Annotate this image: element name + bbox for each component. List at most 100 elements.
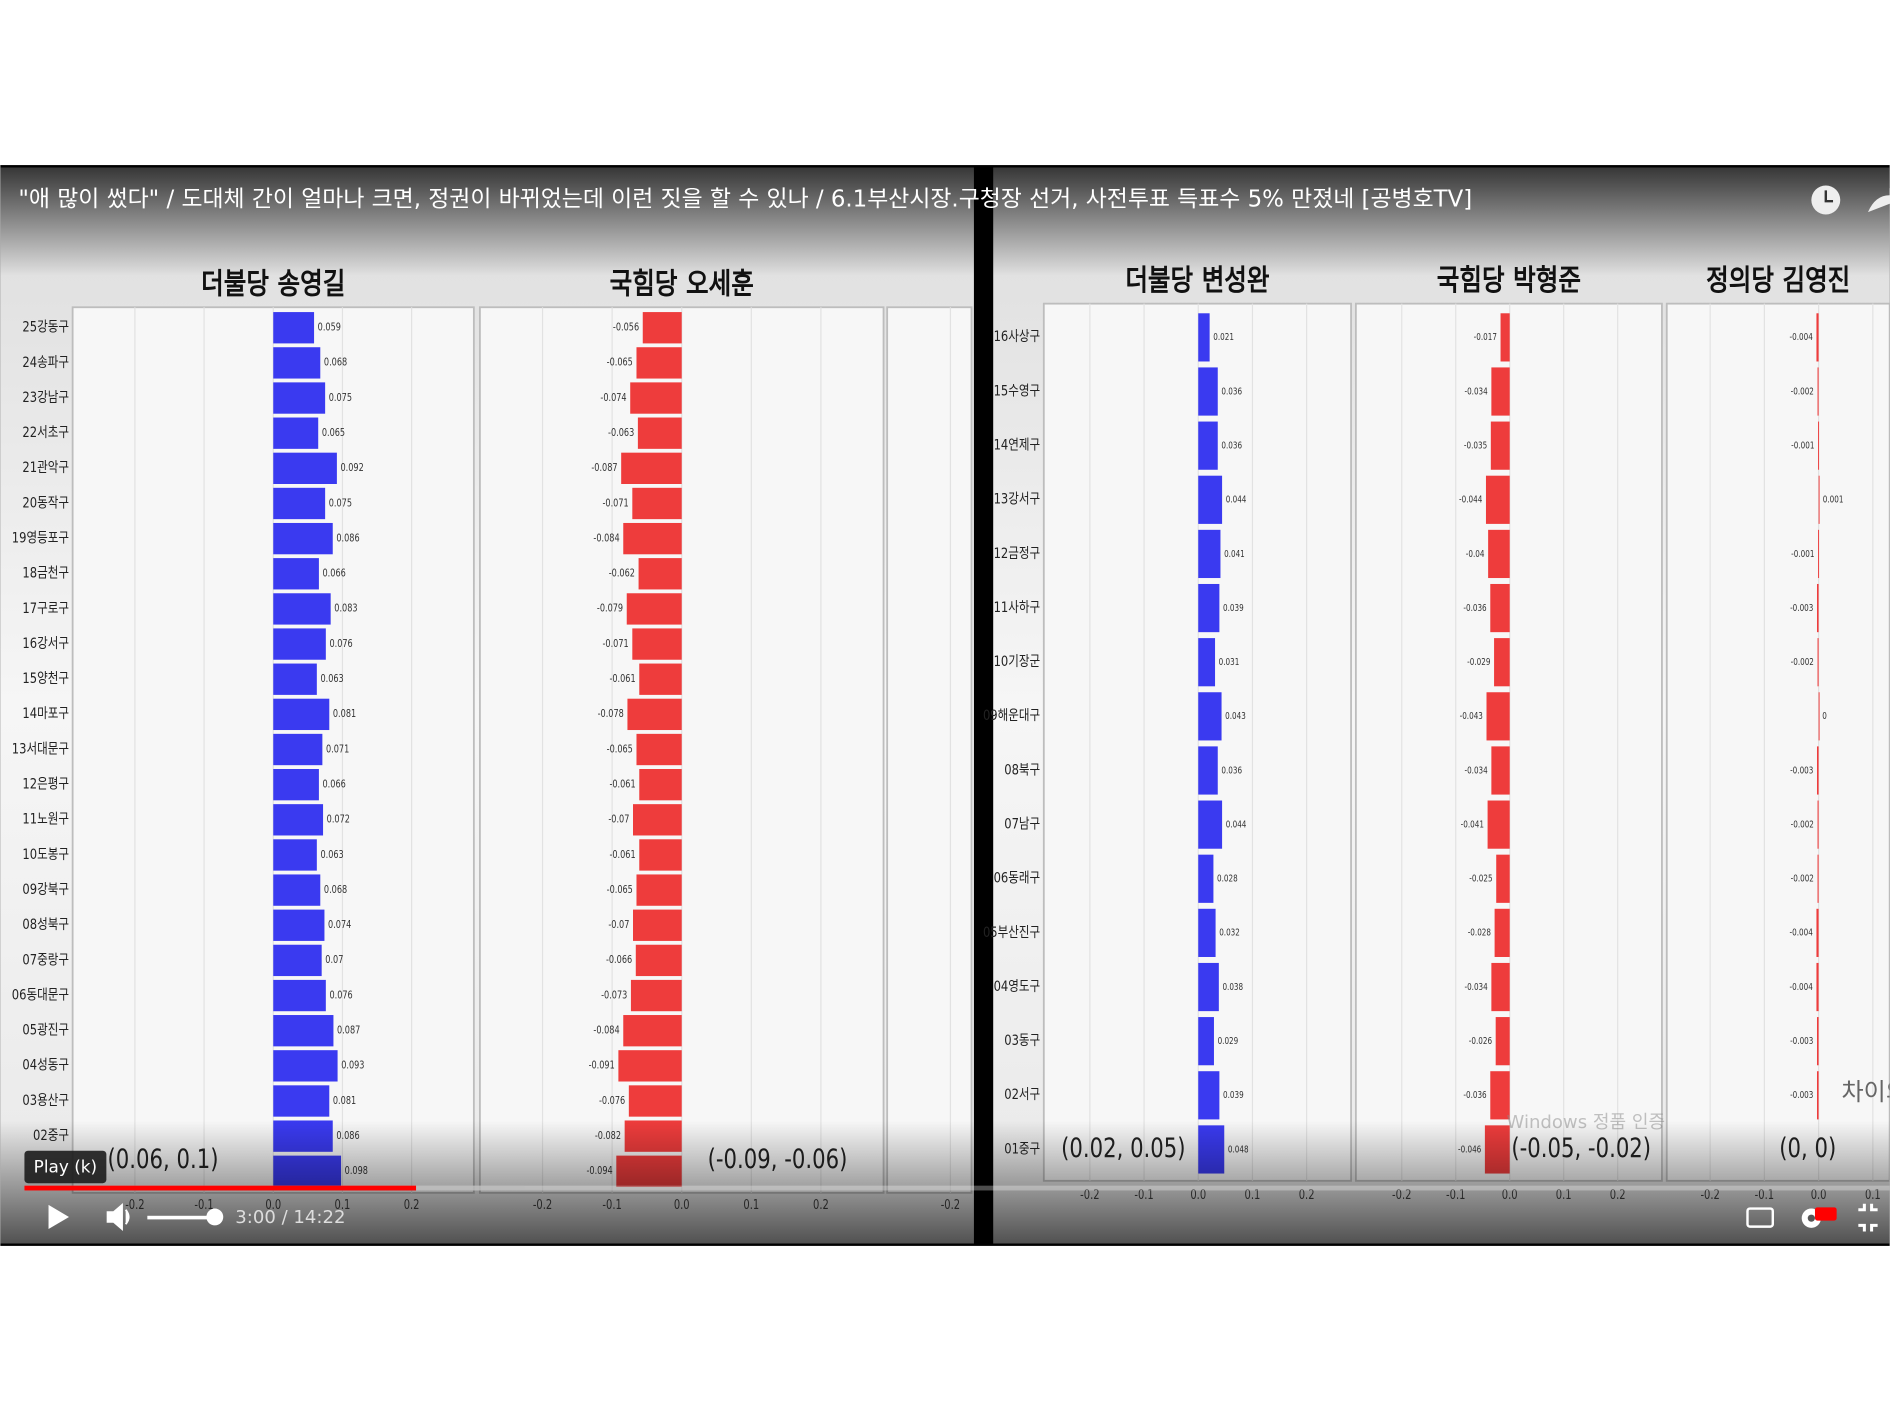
value-label: 0.081 [333, 708, 356, 720]
bar [1490, 1071, 1510, 1120]
bar [1487, 800, 1510, 849]
bar [639, 663, 682, 695]
watch-later[interactable] [1811, 185, 1841, 215]
y-tick-label: 11사하구 [994, 599, 1041, 617]
bar [1816, 313, 1819, 362]
video[interactable]: -0.2-0.10.00.10.2더불당 송영길25강동구24송파구23강남구2… [0, 167, 1890, 1244]
bar [273, 698, 330, 731]
value-label: -0.079 [597, 603, 623, 615]
charts: -0.2-0.10.00.10.2더불당 송영길25강동구24송파구23강남구2… [12, 264, 1890, 1212]
plot-area [1665, 302, 1890, 1182]
y-tick-label: 09해운대구 [983, 707, 1040, 725]
plot-area [886, 306, 973, 1194]
y-tick-label: 19영등포구 [12, 529, 69, 547]
value-label: -0.041 [1461, 820, 1484, 831]
value-label: 0.075 [329, 497, 352, 509]
value-label: 0.039 [1223, 1090, 1244, 1101]
bar [1486, 692, 1510, 741]
fullscreen-button[interactable] [1858, 1203, 1878, 1232]
volume-button[interactable] [106, 1202, 130, 1231]
play-button[interactable] [48, 1204, 70, 1230]
y-tick-label: 08성북구 [22, 916, 69, 934]
value-label: 0.032 [1219, 928, 1240, 939]
bar [1495, 1017, 1510, 1066]
value-label: 0.031 [1219, 657, 1240, 668]
value-label: -0.044 [1459, 495, 1482, 506]
value-label: 0.063 [320, 673, 343, 685]
value-label: -0.028 [1468, 928, 1491, 939]
bar [618, 1050, 682, 1082]
y-tick-label: 24송파구 [22, 354, 69, 372]
value-label: 0.065 [322, 427, 345, 439]
value-label: -0.061 [609, 778, 635, 790]
y-tick-label: 23강남구 [22, 389, 69, 407]
settings-button[interactable] [1801, 1207, 1837, 1228]
bar [623, 522, 682, 555]
value-label: 0.028 [1217, 874, 1238, 885]
y-tick-label: 12은평구 [22, 775, 69, 793]
share[interactable] [1867, 187, 1890, 213]
bar [273, 1085, 330, 1117]
volume-slider[interactable] [147, 1215, 215, 1220]
y-tick-label: 04영도구 [994, 978, 1041, 996]
y-tick-label: 14연제구 [994, 436, 1041, 454]
value-label: 0.074 [328, 919, 351, 931]
bar [1817, 638, 1819, 687]
bar [1816, 1071, 1819, 1120]
value-label: 0.043 [1225, 711, 1246, 722]
value-label: -0.061 [609, 849, 635, 861]
bar [273, 839, 317, 871]
value-label: -0.061 [609, 673, 635, 685]
value-label: 0.036 [1221, 765, 1242, 776]
value-label: -0.091 [589, 1060, 615, 1072]
bar [1491, 746, 1510, 795]
value-label: -0.071 [602, 638, 628, 650]
y-tick-label: 12금정구 [994, 545, 1041, 563]
bar [1198, 908, 1216, 957]
value-label: 0.039 [1223, 603, 1244, 614]
progress-track[interactable] [24, 1185, 1890, 1191]
y-tick-label: 03용산구 [22, 1092, 69, 1110]
captions-button[interactable] [1746, 1207, 1774, 1228]
value-label: -0.07 [608, 919, 629, 931]
bar [636, 874, 682, 906]
value-label: 0.093 [341, 1060, 364, 1072]
bar [273, 452, 337, 484]
bar [621, 452, 682, 484]
value-label: 0.083 [334, 603, 357, 615]
y-tick-label: 07중랑구 [22, 951, 69, 969]
bar [1198, 692, 1222, 741]
bar [273, 663, 317, 695]
y-tick-label: 18금천구 [22, 564, 69, 582]
bar [273, 347, 321, 379]
value-label: 0.086 [336, 532, 359, 544]
y-tick-label: 20동작구 [22, 494, 69, 512]
tooltip-box [24, 1150, 107, 1184]
bar [1491, 367, 1510, 416]
y-tick-label: 13서대문구 [12, 740, 69, 758]
value-label: 0.066 [323, 568, 346, 580]
volume-knob[interactable] [206, 1208, 224, 1226]
bar [1198, 638, 1216, 687]
bar [273, 522, 333, 555]
bar [273, 1015, 334, 1047]
video-title[interactable]: "애 많이 썼다" / 도대체 간이 얼마나 크면, 정권이 바뀌었는데 이런 … [18, 187, 1472, 213]
y-tick-label: 06동대문구 [12, 986, 69, 1004]
bar [1816, 908, 1819, 957]
y-tick-label: 15양천구 [22, 670, 69, 688]
value-label: -0.003 [1790, 1090, 1813, 1101]
value-label: 0.07 [325, 954, 343, 966]
bar [639, 839, 682, 871]
value-label: -0.065 [607, 884, 633, 896]
bar [1488, 529, 1510, 579]
value-label: -0.004 [1790, 928, 1813, 939]
value-label: -0.066 [606, 954, 632, 966]
value-label: 0.087 [337, 1024, 360, 1036]
y-tick-label: 16사상구 [994, 328, 1041, 346]
bar [273, 558, 319, 590]
bar [1198, 854, 1214, 903]
y-tick-label: 06동래구 [994, 869, 1041, 887]
bar [1818, 692, 1820, 741]
bar [273, 804, 324, 836]
bar [637, 417, 682, 449]
